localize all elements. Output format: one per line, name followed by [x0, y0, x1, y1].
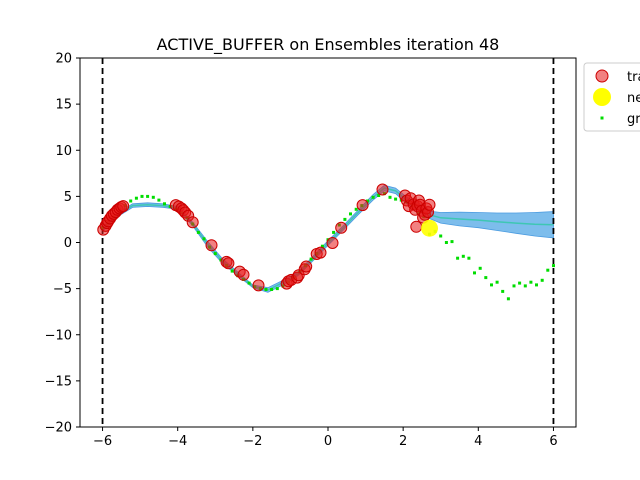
- x-tick-label: −2: [243, 434, 262, 449]
- legend-marker-new: [593, 88, 611, 106]
- ground-truth-point: [202, 237, 206, 241]
- train-point: [314, 246, 327, 259]
- bounds-lines-layer: [101, 58, 555, 427]
- ground-truth-point: [163, 202, 166, 206]
- y-tick-label: 15: [55, 98, 72, 113]
- legend-label-train: tra: [627, 70, 640, 85]
- ground-truth-point: [129, 199, 133, 203]
- x-tick-label: −4: [168, 434, 187, 449]
- ground-truth-point: [388, 195, 392, 199]
- ground-truth-point: [371, 195, 375, 199]
- train-point: [326, 237, 339, 249]
- ground-truth-point: [349, 212, 352, 216]
- ground-truth-point: [518, 281, 522, 285]
- train-point: [335, 221, 348, 234]
- ground-truth-point: [270, 288, 274, 291]
- ground-truth-point: [501, 289, 505, 293]
- ground-truth-point: [247, 281, 251, 285]
- ground-truth-point: [377, 194, 381, 197]
- ground-truth-point: [146, 194, 150, 198]
- new-point: [421, 219, 438, 237]
- train-point: [186, 216, 199, 229]
- train-point: [222, 257, 235, 270]
- ground-truth-point: [213, 252, 217, 256]
- ground-truth-point: [467, 256, 471, 260]
- x-tick-label: 6: [549, 434, 557, 449]
- y-tick-label: −10: [45, 328, 72, 343]
- new-points-layer: [421, 219, 438, 237]
- train-point: [423, 198, 436, 211]
- train-point: [252, 279, 265, 292]
- train-point: [376, 183, 389, 196]
- ground-truth-point: [309, 257, 313, 261]
- ground-truth-point: [512, 284, 516, 288]
- train-point: [300, 260, 313, 273]
- ground-truth-point: [354, 207, 358, 211]
- legend-label-new: ne: [627, 91, 640, 106]
- y-tick-label: 5: [64, 190, 72, 205]
- ground-truth-point: [456, 256, 460, 260]
- y-tick-label: −20: [45, 421, 72, 436]
- ground-truth-point: [490, 283, 493, 287]
- x-tick-label: 2: [399, 434, 407, 449]
- ground-truth-point: [320, 244, 324, 248]
- x-axis: −6 −4 −2 0 2 4 6: [93, 427, 558, 449]
- train-point: [356, 199, 369, 212]
- x-tick-label: −6: [93, 434, 112, 449]
- ground-truth-point: [529, 280, 533, 284]
- ground-truth-point: [506, 297, 510, 301]
- ground-truth-point: [495, 280, 499, 284]
- x-tick-label: 4: [474, 434, 482, 449]
- ground-truth-point: [484, 276, 488, 280]
- ground-truth-point: [546, 268, 550, 272]
- y-tick-label: 20: [55, 52, 72, 67]
- ground-truth-point: [535, 283, 538, 287]
- y-axis: −20 −15 −10 −5 0 5 10 15 20: [45, 52, 80, 436]
- ground-truth-point: [552, 264, 555, 268]
- legend: tra ne gr: [583, 62, 640, 132]
- legend-marker-train: [595, 69, 609, 83]
- train-points-layer: [97, 183, 436, 292]
- ground-truth-point: [444, 241, 448, 244]
- legend-marker-ground-truth: [600, 116, 604, 120]
- ground-truth-point: [394, 197, 398, 201]
- ground-truth-point: [196, 230, 200, 234]
- ground-truth-point: [523, 284, 527, 288]
- ground-truth-point: [439, 234, 443, 238]
- y-tick-label: 10: [55, 144, 72, 159]
- ground-truth-point: [366, 199, 369, 203]
- ground-truth-point: [540, 278, 544, 282]
- plot-area: [97, 58, 555, 427]
- ground-truth-point: [450, 240, 454, 244]
- ground-truth-point: [230, 269, 234, 273]
- ground-truth-point: [264, 288, 268, 291]
- train-point: [410, 220, 423, 233]
- train-point: [237, 268, 250, 281]
- ground-truth-point: [332, 230, 336, 234]
- ground-truth-point: [275, 287, 279, 291]
- ground-truth-point: [343, 217, 347, 221]
- y-tick-label: −15: [45, 374, 72, 389]
- ground-truth-point: [461, 254, 465, 258]
- train-point: [117, 200, 130, 213]
- y-tick-label: 0: [64, 236, 72, 251]
- y-tick-label: −5: [53, 282, 72, 297]
- train-point: [205, 239, 218, 252]
- x-tick-label: 0: [324, 434, 332, 449]
- ground-truth-point: [134, 196, 138, 200]
- ground-truth-point: [157, 198, 161, 202]
- ground-truth-point: [478, 266, 482, 270]
- legend-label-ground-truth: gr: [627, 112, 640, 127]
- ground-truth-point: [473, 271, 476, 275]
- ground-truth-point: [140, 194, 144, 198]
- ground-truth-point: [151, 195, 155, 199]
- chart-title: ACTIVE_BUFFER on Ensembles iteration 48: [157, 35, 500, 55]
